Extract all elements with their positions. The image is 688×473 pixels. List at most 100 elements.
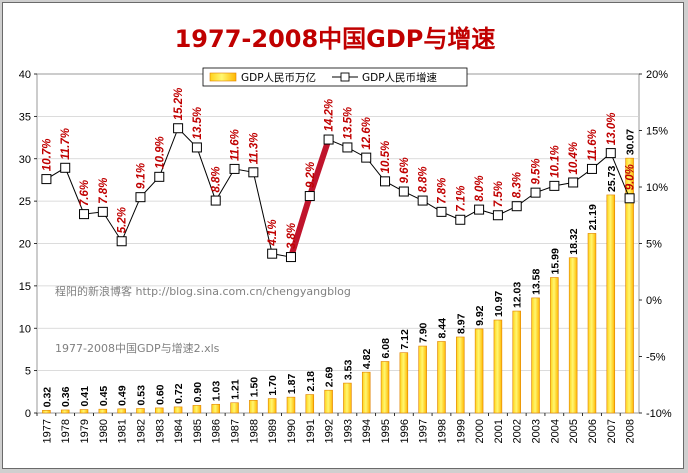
growth-labels: 10.7% 11.7% 7.6% 7.8% 5.2% 9.1% 10.9% 15.2% 13.5… <box>41 88 636 249</box>
growth-marker <box>361 152 372 163</box>
growth-label: 9.1% <box>135 163 147 189</box>
gdp-bar-label: 1.50 <box>248 377 260 398</box>
growth-label: 11.7% <box>60 128 72 160</box>
x-tick-label: 2005 <box>568 419 580 443</box>
x-tick-label: 1979 <box>79 419 91 443</box>
x-tick-label: 1994 <box>361 419 373 443</box>
growth-label: 14.2% <box>324 99 336 132</box>
growth-label: 13.5% <box>342 107 354 140</box>
x-tick-label: 2001 <box>493 419 505 443</box>
gdp-bar <box>456 336 465 414</box>
growth-label: 8.8% <box>211 166 223 192</box>
right-tick-label: 5% <box>646 239 662 251</box>
watermark-blog: 程阳的新浪博客 http://blog.sina.com.cn/chengyan… <box>55 284 351 298</box>
growth-marker <box>530 187 541 198</box>
growth-marker <box>304 191 315 202</box>
growth-label: 11.6% <box>230 129 242 161</box>
left-tick-label: 25 <box>19 196 31 208</box>
growth-label: 9.2% <box>305 162 317 188</box>
growth-label: 7.8% <box>98 178 110 204</box>
gdp-bar-label: 8.97 <box>455 313 467 334</box>
gdp-bar-label: 0.41 <box>79 386 91 407</box>
x-tick-label: 2006 <box>587 419 599 443</box>
x-tick-label: 1997 <box>418 419 430 443</box>
left-tick-label: 30 <box>19 154 31 166</box>
growth-label: 13.5% <box>192 107 204 140</box>
right-tick-label: 0% <box>646 295 662 307</box>
gdp-bar <box>568 257 578 414</box>
chart-title: 1977-2008中国GDP与增速 <box>175 25 496 53</box>
x-tick-label: 1988 <box>248 419 260 443</box>
gdp-bar-label: 25.73 <box>606 166 618 192</box>
growth-label: 10.5% <box>380 141 392 174</box>
gdp-bar-label: 18.32 <box>568 228 580 254</box>
growth-label: 8.8% <box>418 166 430 192</box>
growth-marker <box>229 163 240 174</box>
x-tick-label: 1982 <box>135 419 147 443</box>
gdp-bar <box>155 407 164 414</box>
gdp-bar <box>418 345 427 414</box>
gdp-bar-label: 3.53 <box>342 359 354 380</box>
growth-label: 9.5% <box>531 158 543 184</box>
x-tick-label: 1986 <box>211 419 223 443</box>
growth-label: 10.7% <box>41 138 53 171</box>
legend: GDP人民币万亿 GDP人民币增速 <box>202 67 468 87</box>
left-tick-label: 35 <box>19 111 31 123</box>
x-tick-label: 1992 <box>324 419 336 443</box>
growth-label: 15.2% <box>173 88 185 121</box>
gdp-bar-label: 10.97 <box>493 291 505 317</box>
gdp-bar-label: 0.36 <box>60 386 72 407</box>
growth-marker <box>342 142 353 153</box>
gdp-bar-label: 21.19 <box>587 204 599 230</box>
x-tick-label: 2000 <box>474 419 486 443</box>
x-tick-label: 1984 <box>173 419 185 443</box>
x-tick-label: 1999 <box>455 419 467 443</box>
growth-label: 7.6% <box>79 180 91 206</box>
gdp-bar <box>361 371 371 414</box>
growth-marker <box>398 186 409 197</box>
growth-label: 9.6% <box>399 157 411 183</box>
growth-marker <box>380 176 391 187</box>
growth-marker <box>568 177 579 188</box>
gdp-bar-label: 0.72 <box>173 383 185 404</box>
x-tick-label: 1996 <box>399 419 411 443</box>
gdp-bar <box>211 403 220 414</box>
gdp-bars <box>42 157 634 414</box>
right-tick-label: 20% <box>646 69 668 81</box>
growth-label: 7.8% <box>436 178 448 204</box>
gdp-bar <box>606 194 616 414</box>
x-tick-label: 2007 <box>606 419 618 443</box>
gdp-bar-label: 0.90 <box>192 382 204 403</box>
growth-label: 11.3% <box>248 133 260 165</box>
gdp-bar-label: 1.03 <box>211 381 223 402</box>
gdp-bar <box>531 297 540 414</box>
gdp-bar-label: 7.90 <box>418 322 430 343</box>
growth-label: 13.0% <box>606 112 618 145</box>
gdp-bar <box>550 277 559 414</box>
growth-marker <box>116 236 127 247</box>
gdp-bar <box>399 352 409 414</box>
gdp-bar <box>249 399 258 414</box>
gdp-bar <box>380 361 390 414</box>
gdp-bar <box>437 341 446 414</box>
right-tick-label: -10% <box>646 408 672 420</box>
gdp-bar <box>512 310 521 414</box>
growth-label: 7.1% <box>455 186 467 212</box>
growth-label: 10.1% <box>549 145 561 178</box>
gdp-bar-label: 2.69 <box>324 367 336 388</box>
left-axis: 0 5 10 15 20 25 30 35 40 <box>19 69 37 420</box>
growth-marker <box>79 209 90 220</box>
gdp-bar-label: 0.53 <box>135 385 147 406</box>
x-tick-label: 1980 <box>98 419 110 443</box>
left-tick-label: 20 <box>19 239 31 251</box>
x-tick-label: 1990 <box>286 419 298 443</box>
left-tick-label: 40 <box>19 69 31 81</box>
growth-label: 12.6% <box>361 117 373 150</box>
x-tick-label: 1991 <box>305 419 317 443</box>
x-tick-label: 1981 <box>117 419 129 443</box>
growth-label: 10.9% <box>154 136 166 169</box>
gdp-bar <box>587 233 597 414</box>
growth-marker <box>41 174 52 185</box>
growth-marker <box>549 180 560 191</box>
